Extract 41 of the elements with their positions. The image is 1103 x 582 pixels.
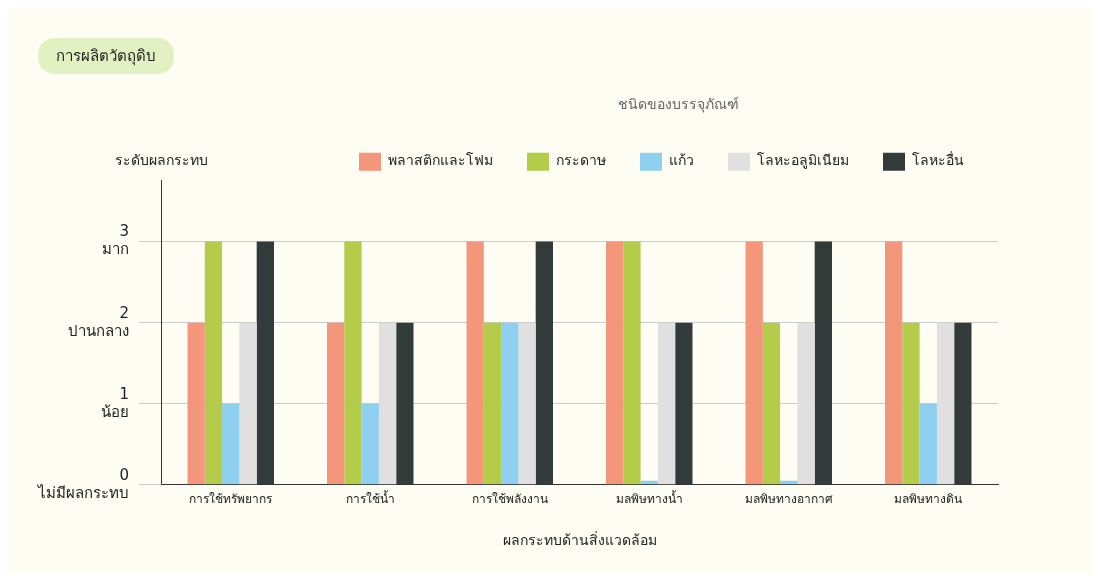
legend-label: โลหะอื่น (912, 151, 964, 169)
bar (606, 241, 624, 485)
legend-label: โลหะอลูมิเนียม (757, 152, 849, 170)
x-tick-label: มลพิษทางดิน (894, 492, 963, 507)
bar (797, 322, 815, 485)
y-tick-label: 1 น้อย (101, 384, 129, 421)
legend-title: ชนิดของบรรจุภัณฑ์ (618, 95, 739, 113)
x-tick-label: การใช้พลังงาน (471, 492, 548, 507)
bar (936, 322, 955, 485)
x-tick-label: มลพิษทางน้ำ (615, 490, 683, 507)
bar (623, 241, 641, 485)
y-tick-label: 3 มาก (102, 222, 129, 259)
bar (204, 241, 223, 485)
bar (239, 322, 257, 485)
bar (919, 403, 937, 485)
legend-label: กระดาษ (556, 152, 606, 169)
x-tick-label: มลพิษทางอากาศ (744, 492, 833, 507)
bar (483, 322, 502, 485)
y-tick-label: 2 ปานกลาง (68, 303, 129, 340)
bar (501, 322, 519, 485)
x-axis-title: ผลกระทบด้านสิ่งแวดล้อม (502, 531, 657, 549)
bar (518, 322, 536, 485)
legend-label: แก้ว (669, 152, 694, 169)
chart-title: การผลิตวัตถุดิบ (38, 38, 174, 74)
bar (762, 322, 781, 485)
y-tick-label: 0 ไม่มีผลกระทบ (37, 465, 129, 502)
bar (902, 322, 920, 485)
bar (187, 322, 205, 485)
bar (745, 241, 763, 485)
bar (361, 403, 379, 485)
bar (327, 322, 345, 485)
bar (466, 241, 484, 485)
y-axis-title: ระดับผลกระทบ (114, 152, 208, 169)
bar (657, 322, 676, 485)
bar (222, 403, 240, 485)
bar (378, 322, 397, 485)
bar (885, 241, 903, 485)
x-tick-label: การใช้ทรัพยากร (189, 492, 274, 507)
bar (344, 241, 362, 485)
x-tick-label: การใช้น้ำ (345, 490, 395, 507)
legend-label: พลาสติกและโฟม (388, 152, 493, 169)
